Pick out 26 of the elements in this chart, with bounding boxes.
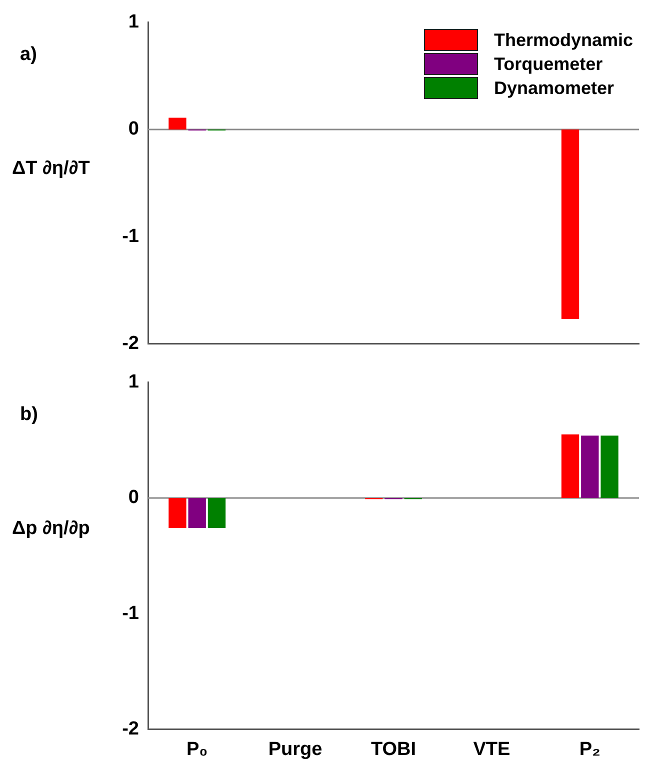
y-axis-title: Δp ∂η/∂p [12,518,91,540]
bar [208,498,226,528]
x-tick-label: TOBI [370,738,416,760]
bar [581,436,599,498]
legend-label: Thermodynamic [494,30,633,50]
text: a) [20,44,37,66]
y-tick-label: 0 [128,118,139,140]
y-tick-label: 1 [128,372,140,393]
x-tick-label: P₂ [579,738,600,760]
y-tick-label: 0 [128,487,139,508]
bar [168,498,186,528]
y-tick-label: -1 [122,226,140,247]
y-tick-label: -1 [122,602,140,624]
y-tick-label: -2 [122,332,139,354]
x-tick-label: VTE [473,738,510,760]
x-tick-label: P₀ [186,738,208,760]
bar [188,498,206,528]
x-tick-label: Purge [268,738,322,760]
bar [561,434,580,498]
y-tick-label: -2 [122,718,139,740]
legend-label: Torquemeter [494,54,603,74]
text: b) [20,404,38,426]
bar [600,436,618,498]
legend-label: Dynamometer [494,78,614,98]
y-axis-title: ΔT ∂η/∂T [12,158,91,180]
y-tick-label: 1 [128,12,140,33]
